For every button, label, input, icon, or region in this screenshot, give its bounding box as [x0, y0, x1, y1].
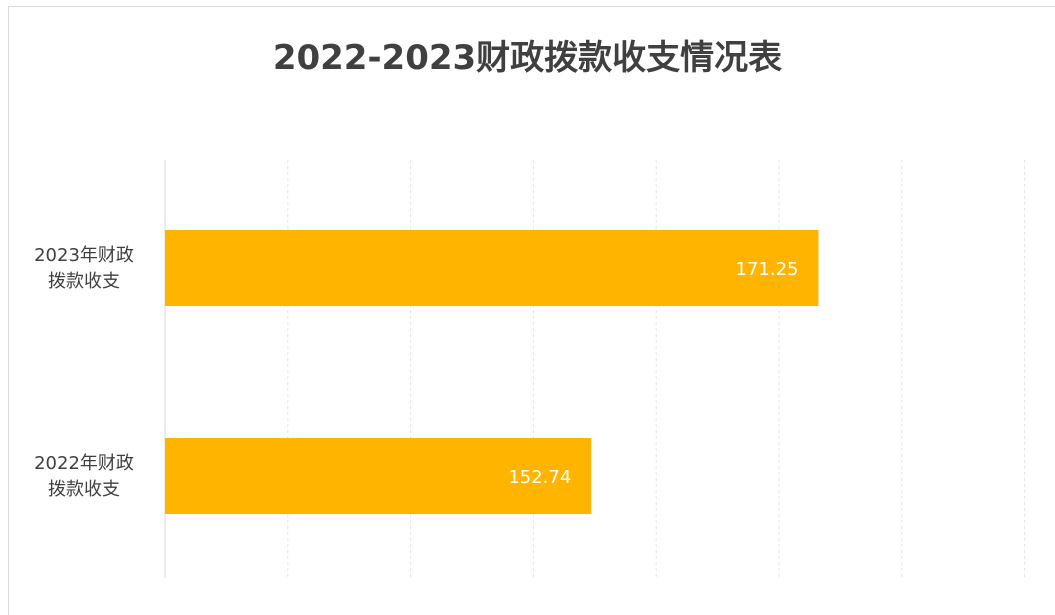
bar [165, 230, 819, 306]
gridlines [164, 160, 1026, 578]
category-label: 拨款收支 [48, 479, 120, 500]
category-label: 拨款收支 [48, 271, 120, 292]
chart-title: 2022-2023财政拨款收支情况表 [272, 38, 783, 78]
data-label: 171.25 [736, 259, 799, 280]
category-label: 2023年财政 [34, 245, 134, 266]
bar [165, 438, 592, 514]
data-label: 152.74 [508, 467, 571, 488]
bars [165, 230, 819, 514]
category-label: 2022年财政 [34, 453, 134, 474]
data-labels: 171.25 152.74 [508, 259, 798, 488]
